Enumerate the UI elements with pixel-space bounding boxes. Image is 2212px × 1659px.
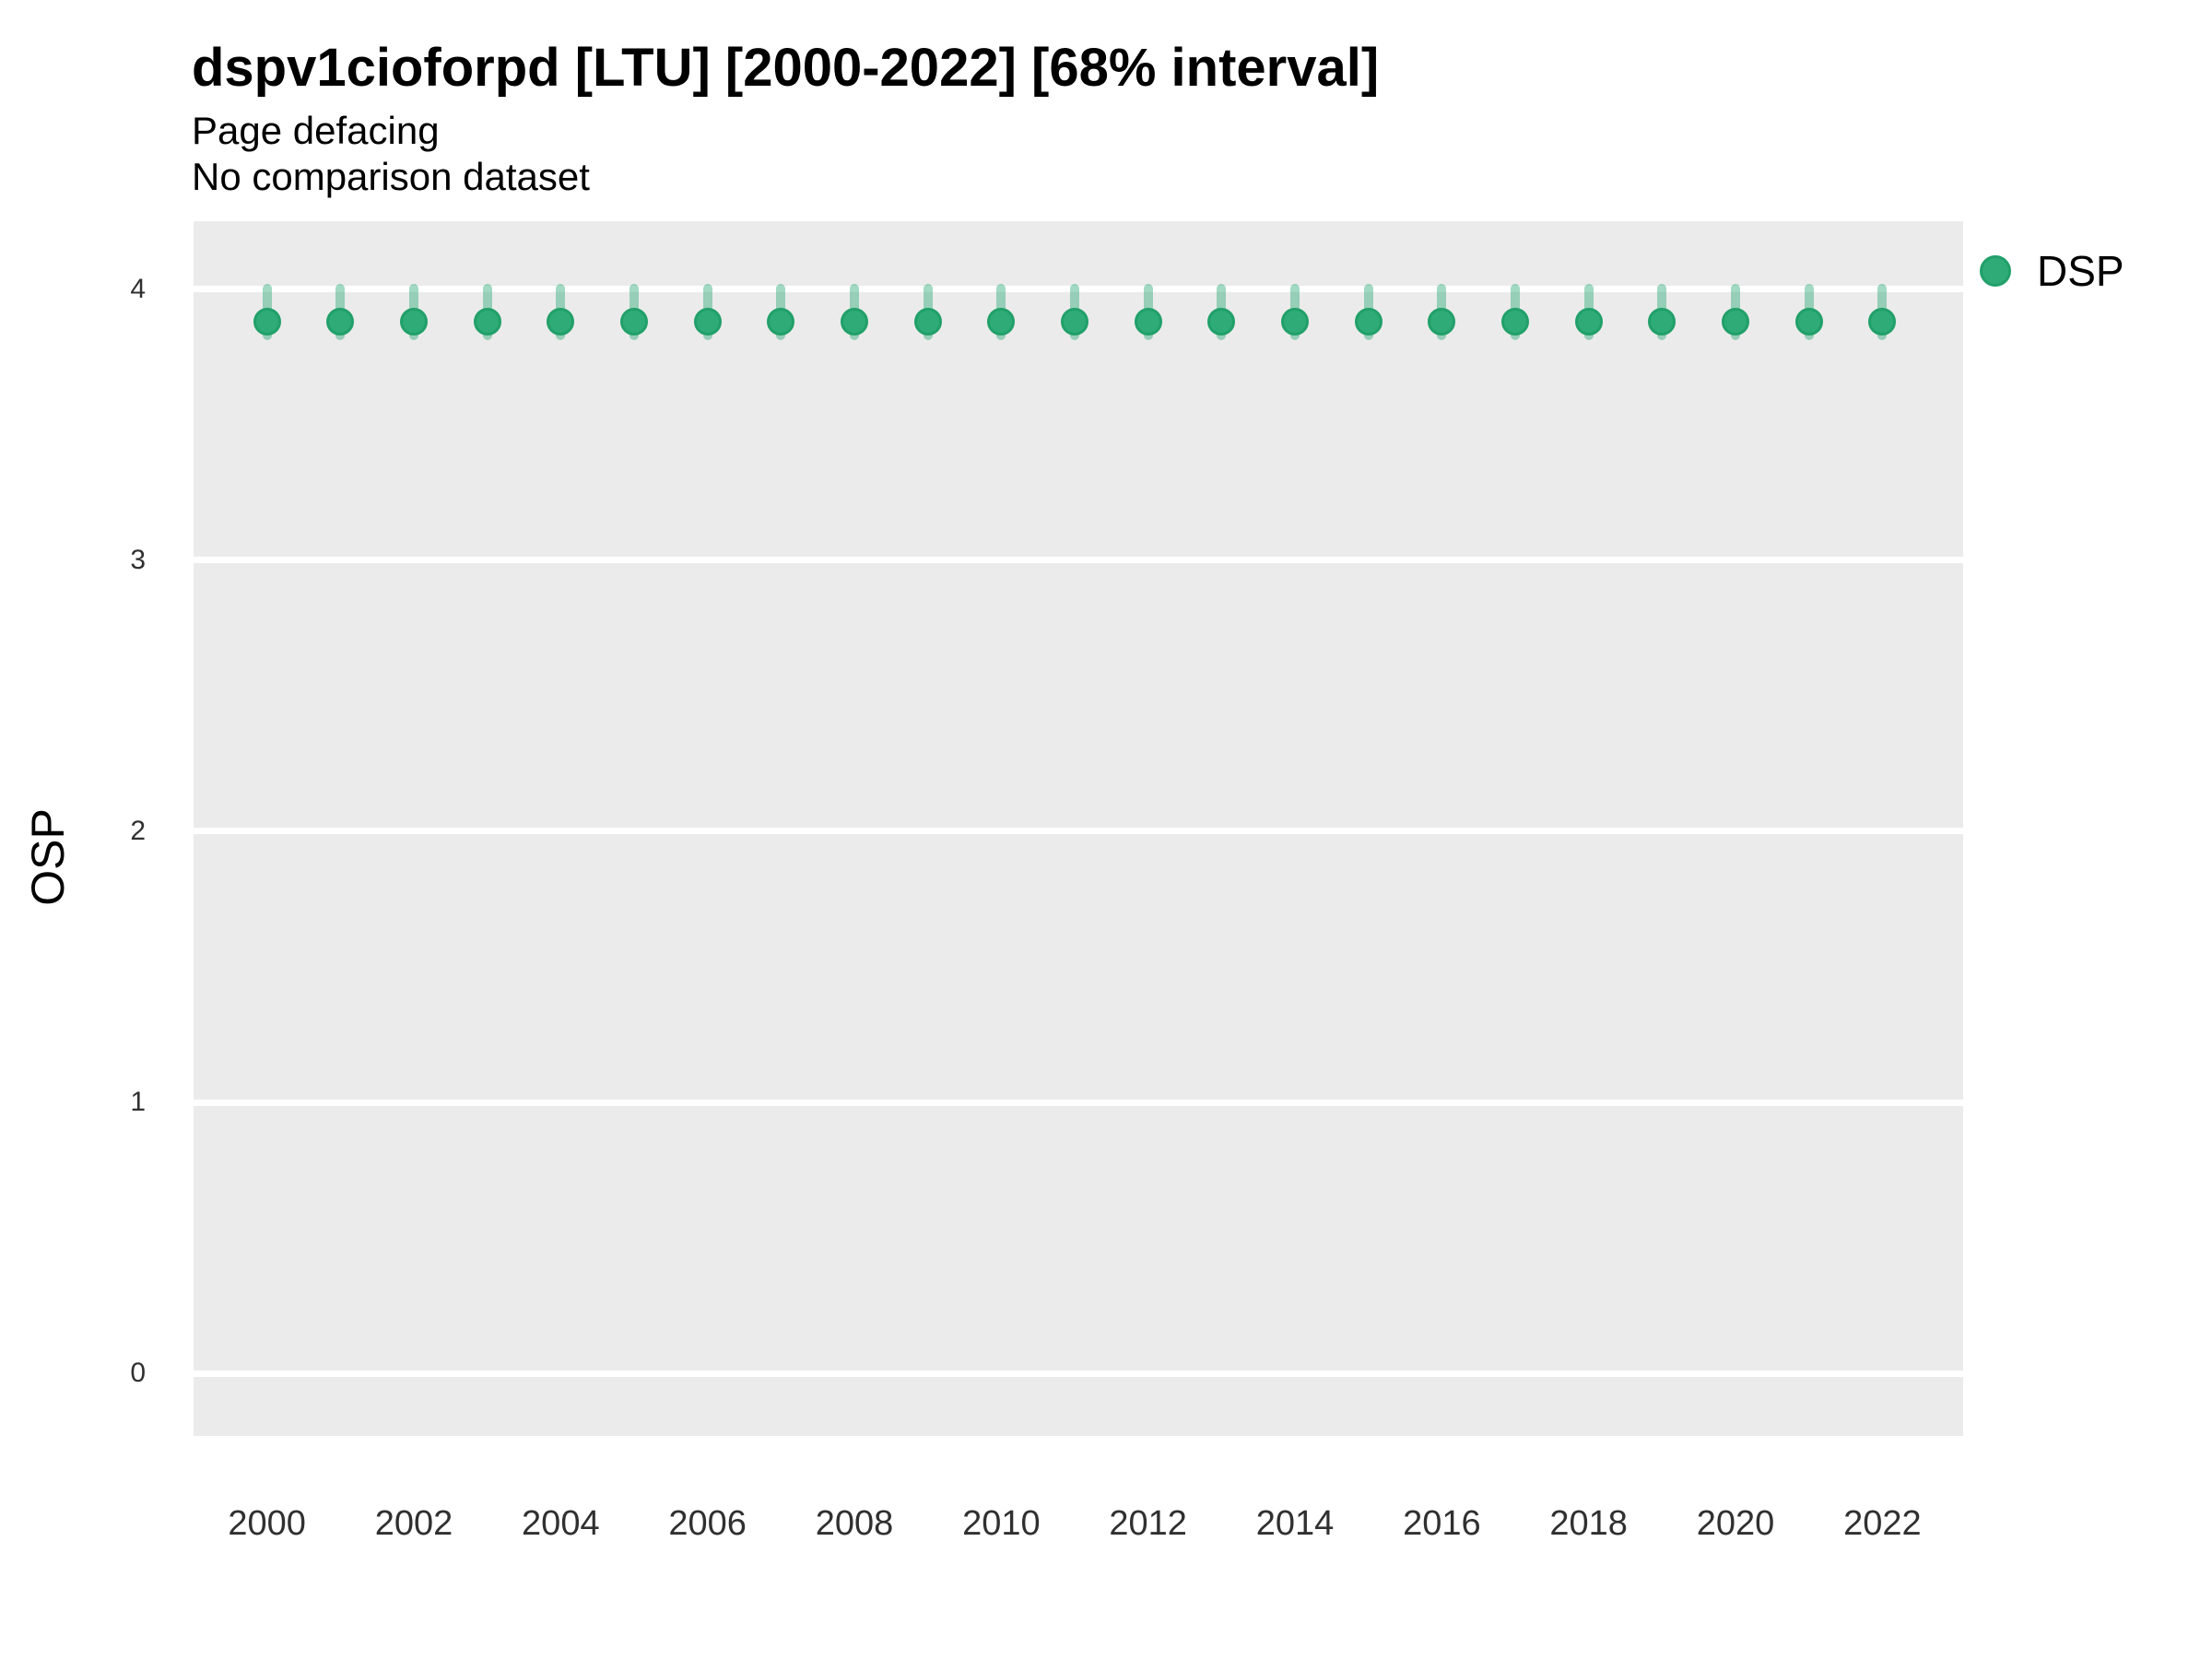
data-point-2020 [1722,307,1750,335]
plot-panel [194,221,1963,1436]
data-point-2001 [326,307,355,335]
data-point-2021 [1794,307,1823,335]
legend: DSP [1980,245,2124,297]
data-point-2011 [1061,307,1089,335]
data-point-2003 [473,307,501,335]
data-point-2002 [400,307,428,335]
x-tick-label-2000: 2000 [228,1504,306,1543]
x-tick-label-2012: 2012 [1109,1504,1187,1543]
data-point-2019 [1648,307,1677,335]
x-tick-label-2020: 2020 [1696,1504,1775,1543]
y-tick-label-0: 0 [130,1358,146,1389]
y-tick-label-4: 4 [130,273,146,304]
y-tick-label-1: 1 [130,1087,146,1118]
data-point-2006 [693,307,722,335]
x-tick-label-2022: 2022 [1843,1504,1922,1543]
data-point-2000 [253,307,281,335]
data-point-2022 [1868,307,1897,335]
data-point-2009 [913,307,942,335]
data-point-2012 [1134,307,1162,335]
gridline-y-2 [194,828,1963,835]
comparison-note: No comparison dataset [192,155,590,198]
x-tick-label-2002: 2002 [374,1504,453,1543]
data-point-2017 [1501,307,1530,335]
x-tick-label-2006: 2006 [668,1504,747,1543]
gridline-y-3 [194,557,1963,564]
x-tick-label-2004: 2004 [522,1504,600,1543]
gridline-y-1 [194,1099,1963,1106]
data-point-2018 [1574,307,1603,335]
gridline-y-4 [194,286,1963,293]
y-tick-label-2: 2 [130,815,146,846]
data-point-2016 [1428,307,1456,335]
data-point-2005 [620,307,648,335]
x-tick-label-2018: 2018 [1549,1504,1628,1543]
x-tick-label-2008: 2008 [815,1504,894,1543]
data-point-2014 [1281,307,1310,335]
data-point-2013 [1207,307,1236,335]
y-tick-label-3: 3 [130,544,146,575]
gridline-y-0 [194,1370,1963,1377]
x-tick-label-2010: 2010 [962,1504,1041,1543]
x-tick-label-2016: 2016 [1403,1504,1481,1543]
data-point-2010 [987,307,1016,335]
chart-subtitle: Page defacing [192,109,440,152]
legend-label: DSP [2037,247,2124,295]
data-point-2004 [547,307,575,335]
legend-marker-dsp-icon [1980,255,2011,287]
data-point-2015 [1354,307,1382,335]
x-tick-label-2014: 2014 [1255,1504,1335,1543]
data-point-2008 [841,307,868,335]
chart-title: dspv1cioforpd [LTU] [2000-2022] [68% int… [192,38,1380,98]
data-point-2007 [767,307,795,335]
